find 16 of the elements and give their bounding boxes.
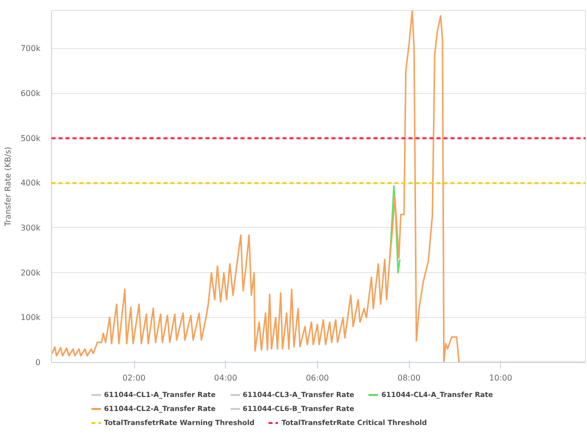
y-tick-label: 400k — [20, 178, 41, 188]
y-tick-label: 600k — [20, 88, 41, 98]
y-tick-label: 100k — [20, 313, 41, 322]
y-tick-label: 200k — [20, 268, 41, 278]
line-series — [389, 185, 401, 274]
y-tick-label: 0 — [35, 358, 41, 367]
y-tick-label: 700k — [20, 44, 41, 54]
x-tick-label: 08:00 — [398, 374, 421, 382]
x-tick-label: 10:00 — [489, 374, 512, 382]
x-tick-label: 02:00 — [122, 374, 146, 382]
y-tick-label: 300k — [20, 223, 41, 232]
x-tick-label: 04:00 — [214, 374, 238, 382]
x-tick-label: 06:00 — [306, 374, 329, 382]
y-axis-title: Transfer Rate (KB/s) — [4, 146, 13, 228]
y-tick-label: 500k — [20, 134, 41, 143]
line-series — [52, 10, 586, 362]
